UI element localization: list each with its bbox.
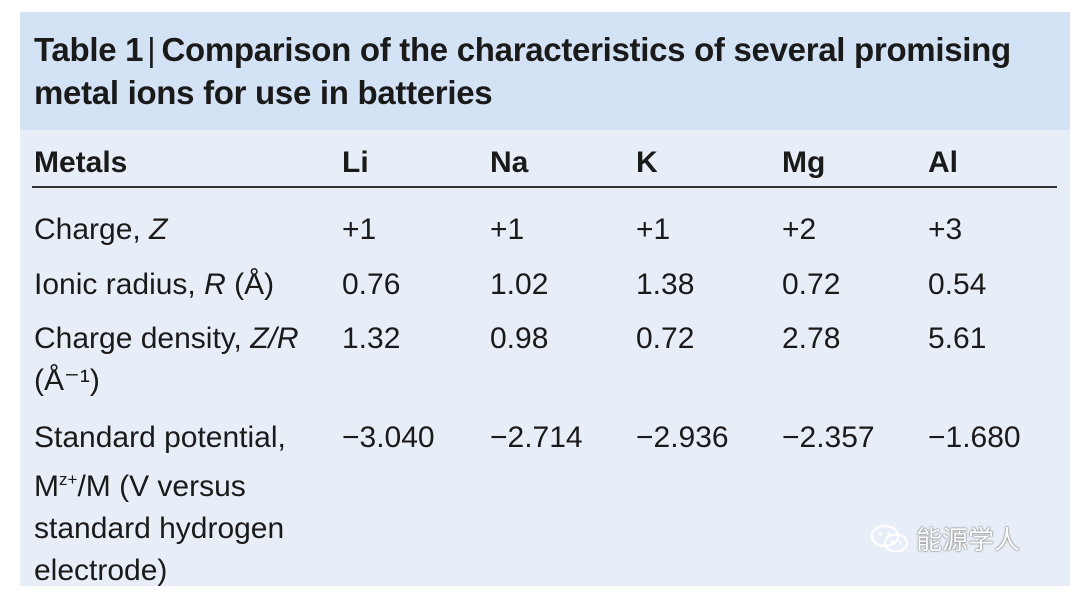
header-k: K xyxy=(636,146,658,179)
wechat-icon xyxy=(870,523,910,555)
cell-radius-li: 0.76 xyxy=(342,268,401,301)
watermark-text: 能源学人 xyxy=(916,526,1021,556)
header-metals: Metals xyxy=(34,146,128,179)
cell-charge-li: +1 xyxy=(342,213,377,246)
header-mg: Mg xyxy=(782,146,826,179)
cell-potential-al: −1.680 xyxy=(928,421,1021,454)
table-title: Table 1 | Comparison of the characteristic… xyxy=(34,28,1054,114)
row-label-charge-density: Charge density, Z/R (Å⁻¹) xyxy=(34,322,299,397)
row-label-ionic-radius: Ionic radius, R (Å) xyxy=(34,268,275,301)
watermark: 能源学人 xyxy=(870,520,1020,557)
row-label-charge: Charge, Z xyxy=(34,213,168,246)
cell-density-al: 5.61 xyxy=(928,322,987,355)
title-band: Table 1 | Comparison of the characteristic… xyxy=(20,12,1070,130)
title-separator: | xyxy=(147,31,156,68)
row-label-standard-potential: Standard potential, Mz+/M (V versus stan… xyxy=(34,421,286,587)
cell-potential-li: −3.040 xyxy=(342,421,435,454)
cell-radius-na: 1.02 xyxy=(490,268,549,301)
header-rule xyxy=(32,186,1057,188)
header-al: Al xyxy=(928,146,958,179)
cell-density-li: 1.32 xyxy=(342,322,401,355)
cell-charge-al: +3 xyxy=(928,213,963,246)
table-figure: Table 1 | Comparison of the characteristic… xyxy=(20,12,1070,587)
cell-density-na: 0.98 xyxy=(490,322,549,355)
table-number: Table 1 xyxy=(34,31,144,68)
table-title-text: Comparison of the characteristics of sev… xyxy=(34,31,1011,111)
cell-potential-mg: −2.357 xyxy=(782,421,875,454)
cell-radius-mg: 0.72 xyxy=(782,268,841,301)
header-li: Li xyxy=(342,146,369,179)
cell-density-mg: 2.78 xyxy=(782,322,841,355)
cell-charge-mg: +2 xyxy=(782,213,817,246)
cell-potential-na: −2.714 xyxy=(490,421,583,454)
cell-radius-al: 0.54 xyxy=(928,268,987,301)
cell-charge-na: +1 xyxy=(490,213,525,246)
cell-charge-k: +1 xyxy=(636,213,671,246)
cell-density-k: 0.72 xyxy=(636,322,695,355)
cell-potential-k: −2.936 xyxy=(636,421,729,454)
header-na: Na xyxy=(490,146,529,179)
cell-radius-k: 1.38 xyxy=(636,268,695,301)
